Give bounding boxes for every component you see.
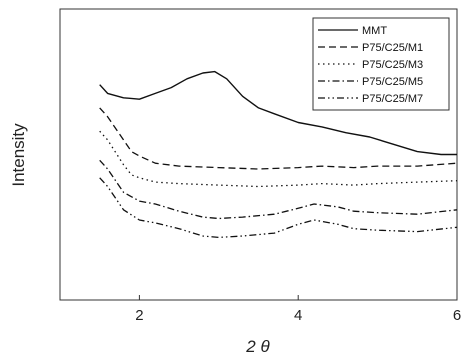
legend-label-5: P75/C25/M7 [362, 93, 423, 105]
legend-label-2: P75/C25/M1 [362, 42, 423, 54]
series-line-1 [99, 70, 457, 156]
legend-box [312, 17, 450, 111]
x-tick-label: 4 [294, 307, 302, 324]
x-axis-title: 2 θ [245, 337, 270, 356]
x-ticks-layer: 2 4 6 [135, 295, 461, 324]
legend-label-3: P75/C25/M3 [362, 59, 423, 71]
series-layer [99, 70, 458, 239]
series-line-5 [99, 177, 458, 239]
legend-label-1: MMT [362, 25, 387, 37]
legend: MMT P75/C25/M1 P75/C25/M3 P75/C25/M5 P75/C25… [312, 17, 450, 111]
series-line-3 [99, 130, 458, 188]
series-line-2 [99, 107, 458, 170]
x-tick-label: 2 [135, 307, 143, 324]
y-axis-title: Intensity [9, 123, 28, 187]
series-line-4 [99, 159, 458, 220]
legend-label-4: P75/C25/M5 [362, 76, 423, 88]
x-tick-label: 6 [453, 307, 461, 324]
